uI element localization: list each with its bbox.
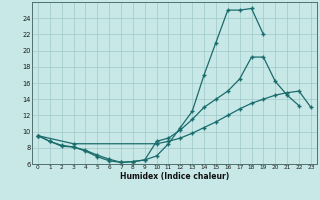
X-axis label: Humidex (Indice chaleur): Humidex (Indice chaleur) [120, 172, 229, 181]
